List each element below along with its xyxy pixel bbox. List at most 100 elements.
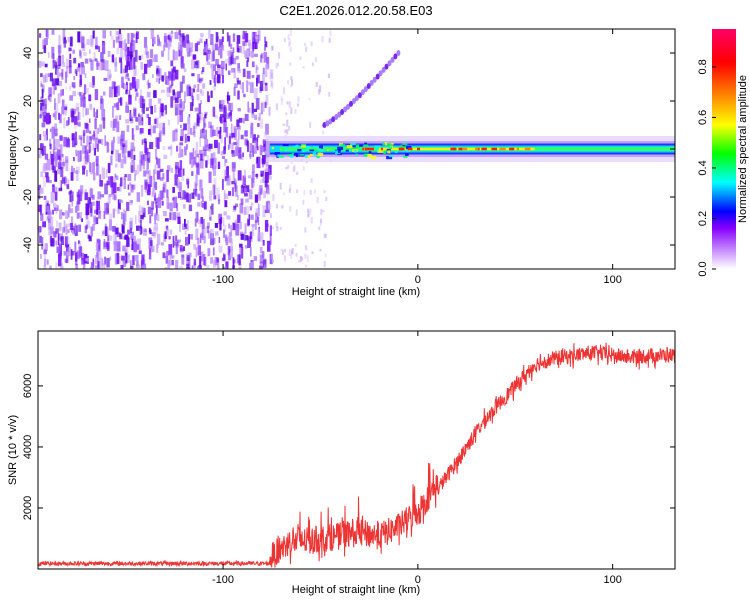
noise-streak: [144, 179, 148, 190]
noise-streak: [106, 142, 110, 153]
noise-streak: [71, 82, 76, 88]
noise-streak: [180, 37, 183, 49]
carrier-jitter: [328, 149, 331, 152]
noise-streak: [122, 68, 127, 74]
noise-streak: [58, 254, 62, 267]
noise-streak: [90, 207, 93, 217]
noise-streak: [141, 139, 144, 145]
noise-streak: [179, 142, 184, 146]
noise-streak: [179, 81, 183, 93]
noise-streak: [143, 37, 148, 48]
noise-streak: [143, 63, 148, 74]
noise-streak: [173, 196, 178, 209]
noise-streak: [150, 49, 154, 59]
noise-streak: [210, 233, 214, 246]
noise-streak: [66, 120, 69, 127]
noise-streak: [245, 205, 249, 215]
sparse-speckle: [285, 166, 288, 170]
noise-streak: [62, 111, 67, 116]
noise-streak: [107, 234, 110, 242]
noise-streak: [233, 87, 236, 96]
carrier-jitter: [297, 148, 302, 152]
noise-streak: [223, 211, 227, 216]
noise-streak: [251, 171, 255, 184]
noise-streak: [43, 195, 47, 200]
noise-streak: [193, 122, 197, 130]
noise-streak: [161, 75, 164, 82]
noise-streak: [95, 164, 100, 176]
sparse-speckle: [275, 204, 278, 209]
noise-streak: [49, 115, 52, 124]
colorbar-gradient: [712, 29, 736, 269]
sparse-speckle: [319, 85, 322, 93]
noise-streak: [131, 184, 136, 190]
noise-streak: [185, 137, 189, 142]
noise-streak: [130, 200, 133, 204]
noise-streak: [101, 59, 105, 71]
noise-streak: [98, 139, 102, 144]
noise-streak: [162, 252, 166, 259]
carrier-jitter: [384, 142, 388, 146]
noise-streak: [215, 32, 219, 43]
noise-streak: [65, 226, 68, 235]
sparse-speckle: [270, 80, 273, 87]
sparse-speckle: [292, 166, 295, 172]
noise-streak: [153, 181, 158, 190]
noise-streak: [251, 113, 255, 119]
sparse-speckle: [304, 227, 307, 233]
noise-streak: [88, 235, 92, 242]
noise-streak: [167, 78, 171, 88]
noise-streak: [263, 177, 267, 182]
noise-streak: [77, 150, 81, 162]
noise-streak: [235, 55, 239, 60]
noise-streak: [206, 49, 209, 62]
noise-streak: [207, 91, 209, 102]
noise-streak: [187, 220, 189, 231]
noise-streak: [157, 34, 159, 46]
noise-streak: [177, 168, 182, 177]
noise-streak: [140, 206, 145, 213]
noise-streak: [134, 174, 136, 181]
noise-streak: [144, 147, 149, 155]
noise-streak: [231, 162, 236, 172]
noise-streak: [223, 120, 227, 133]
noise-streak: [177, 47, 180, 57]
carrier-jitter: [370, 155, 377, 160]
noise-streak: [44, 153, 49, 160]
carrier-jitter: [306, 155, 311, 159]
noise-streak: [92, 161, 95, 174]
noise-streak: [155, 77, 159, 83]
noise-streak: [249, 263, 253, 269]
carrier-jitter: [291, 152, 295, 155]
noise-streak: [253, 88, 258, 99]
noise-streak: [221, 60, 225, 69]
noise-streak: [264, 36, 267, 44]
noise-streak: [135, 125, 139, 131]
noise-streak: [172, 130, 175, 142]
noise-streak: [209, 190, 212, 201]
noise-streak: [38, 60, 42, 68]
noise-streak: [71, 167, 75, 173]
noise-streak: [126, 104, 129, 113]
noise-streak: [45, 29, 48, 37]
noise-streak: [163, 181, 167, 193]
noise-streak: [143, 153, 147, 162]
noise-streak: [269, 234, 272, 245]
noise-streak: [190, 127, 193, 135]
sparse-speckle: [284, 129, 287, 133]
noise-streak: [106, 202, 110, 214]
noise-streak: [97, 191, 102, 200]
sparse-speckle: [328, 37, 331, 43]
noise-streak: [209, 209, 212, 220]
noise-streak: [60, 180, 62, 191]
sparse-speckle: [323, 261, 326, 268]
noise-streak: [63, 220, 66, 232]
noise-streak: [69, 36, 73, 47]
noise-streak: [241, 82, 244, 94]
noise-streak: [127, 184, 130, 190]
noise-streak: [198, 219, 200, 224]
noise-streak: [95, 117, 97, 121]
noise-streak: [202, 67, 205, 73]
noise-streak: [262, 72, 265, 85]
